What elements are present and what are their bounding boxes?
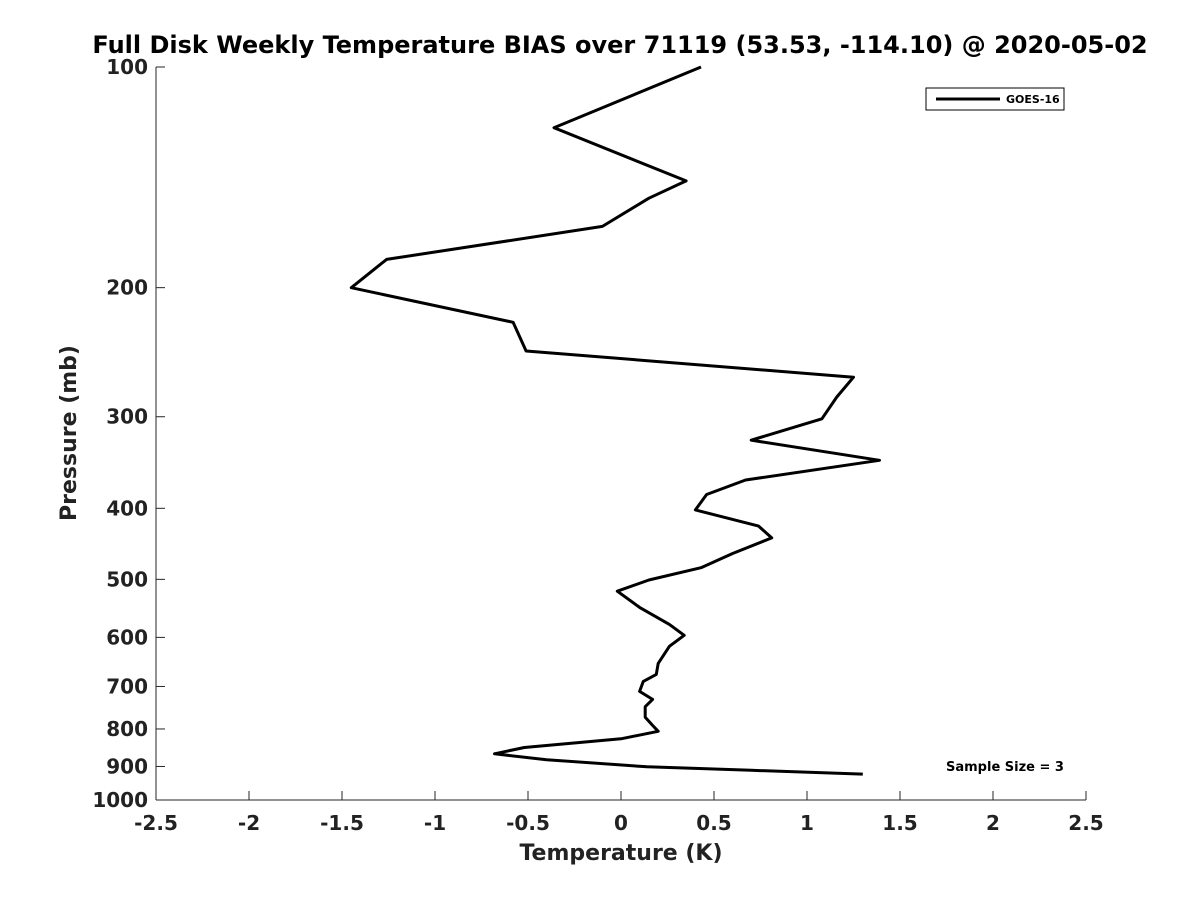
x-tick-label: -2: [238, 811, 260, 835]
plot-area: -2.5 -2 -1.5 -1 -0.5 0 0.5 1 1.5 2 2.5 100 200 300 40…: [92, 55, 1103, 835]
y-tick-label: 300: [106, 405, 148, 429]
chart-title: Full Disk Weekly Temperature BIAS over 7…: [92, 31, 1147, 59]
x-tick-label: 0: [614, 811, 628, 835]
series-layer: [349, 65, 881, 776]
y-tick-label: 100: [106, 55, 148, 79]
x-axis-ticks: -2.5 -2 -1.5 -1 -0.5 0 0.5 1 1.5 2 2.5: [134, 791, 1104, 835]
x-axis-label: Temperature (K): [519, 841, 722, 866]
y-axis-ticks: 100 200 300 400 500 600 700 800 900 1000: [92, 55, 165, 812]
y-tick-label: 400: [106, 496, 148, 520]
legend-entry-goes-16: GOES-16: [1006, 93, 1060, 106]
y-tick-label: 700: [106, 674, 148, 698]
x-tick-label: -2.5: [134, 811, 178, 835]
series-line-goes-16: [349, 65, 881, 776]
x-tick-label: 1.5: [882, 811, 917, 835]
x-tick-label: 2.5: [1068, 811, 1103, 835]
y-tick-label: 500: [106, 567, 148, 591]
y-axis-label: Pressure (mb): [57, 345, 82, 521]
sample-size-annotation: Sample Size = 3: [946, 760, 1064, 775]
y-tick-label: 1000: [92, 788, 148, 812]
y-tick-label: 800: [106, 717, 148, 741]
y-tick-label: 600: [106, 625, 148, 649]
x-tick-label: 1: [800, 811, 814, 835]
y-tick-label: 900: [106, 754, 148, 778]
y-tick-label: 200: [106, 276, 148, 300]
x-tick-label: -1.5: [320, 811, 364, 835]
legend: GOES-16: [925, 87, 1065, 111]
x-tick-label: 0.5: [696, 811, 731, 835]
x-tick-label: -1: [424, 811, 446, 835]
x-tick-label: 2: [986, 811, 1000, 835]
x-tick-label: -0.5: [506, 811, 550, 835]
